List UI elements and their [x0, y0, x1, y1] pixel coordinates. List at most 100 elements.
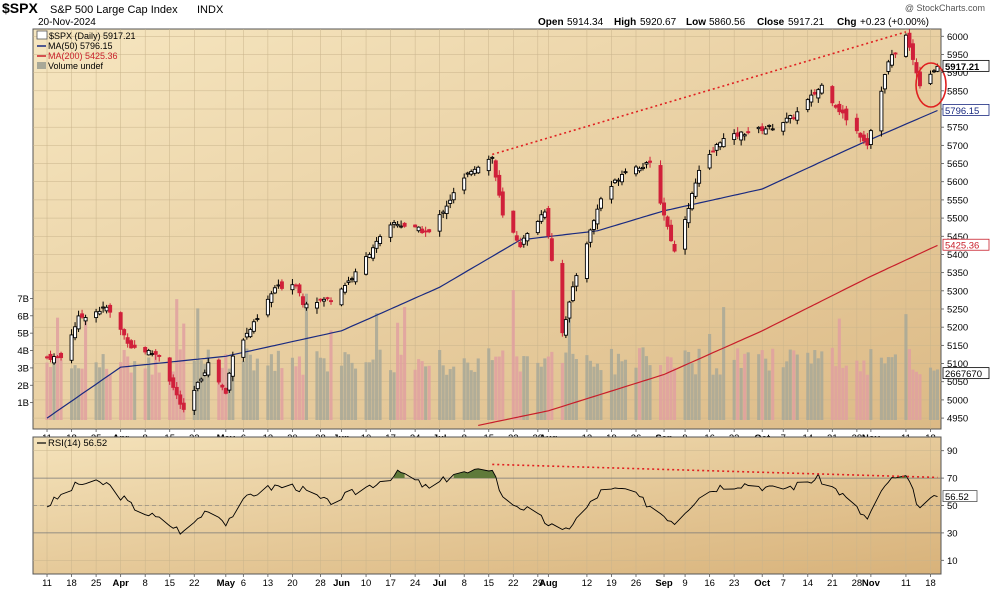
volume-bar	[536, 362, 540, 420]
volume-bar	[588, 360, 592, 420]
candle-body	[374, 240, 379, 249]
candle-body	[462, 177, 467, 191]
x-tick-label: 15	[164, 578, 175, 589]
x-axis-rsi: 11 18 25 Apr 8 15 22 May 6 13 20 28 Jun 10 17 24 Jul 8 15 2…	[42, 574, 936, 589]
candle-body	[97, 310, 102, 315]
price-tick-label: 5150	[947, 341, 968, 352]
candle-body	[928, 73, 933, 85]
high-label: High	[614, 17, 636, 28]
ohlc-summary: Open 5914.34 High 5920.67 Low 5860.56 Cl…	[538, 17, 929, 28]
x-tick-label: 29	[533, 578, 544, 589]
price-tick-label: 5900	[947, 68, 968, 79]
volume-bar	[792, 350, 796, 420]
candle-body	[567, 301, 572, 319]
price-trendline-segment	[492, 31, 907, 156]
candle-body	[129, 340, 134, 349]
legend-candle-icon	[36, 30, 48, 40]
volume-bar	[476, 358, 480, 420]
volume-bar	[806, 352, 810, 420]
x-tick-label: Sep	[655, 578, 673, 589]
volume-bar	[269, 354, 273, 420]
candle-body	[542, 211, 547, 218]
volume-bar	[928, 367, 933, 420]
highlight-circle	[915, 62, 947, 108]
candle-body	[300, 296, 305, 305]
volume-bar	[84, 317, 88, 420]
candle-body	[371, 247, 376, 259]
volume-bar	[830, 347, 834, 420]
volume-bar	[171, 371, 175, 420]
x-tick-label: 8	[462, 578, 467, 589]
x-tick-label: 9	[682, 578, 687, 589]
volume-bar	[199, 360, 203, 420]
candle-body	[73, 326, 78, 339]
volume-bar	[294, 366, 298, 420]
volume-bar	[315, 351, 319, 420]
volume-bar	[371, 359, 375, 420]
volume-bar	[346, 354, 351, 420]
last-value-label: 2667670	[945, 369, 982, 380]
volume-bar	[227, 368, 231, 420]
candle-body	[683, 219, 688, 250]
candle-body	[560, 263, 565, 334]
volume-bar	[564, 352, 568, 420]
candle-body	[865, 138, 870, 146]
volume-bar	[736, 348, 740, 420]
volume-bar	[715, 368, 719, 420]
candle-body	[739, 131, 744, 141]
volume-bar	[539, 366, 543, 420]
volume-bar	[746, 352, 750, 420]
candle-body	[781, 122, 786, 132]
legend-price: $SPX (Daily) 5917.21	[49, 31, 136, 41]
volume-bar	[466, 362, 470, 420]
price-legend: $SPX (Daily) 5917.21 MA(50) 5796.15 MA(2…	[36, 30, 136, 71]
rsi-legend: RSI(14) 56.52	[37, 438, 107, 449]
price-tick-label: 5200	[947, 323, 968, 334]
volume-bar	[280, 368, 284, 420]
volume-bar	[869, 349, 873, 420]
low-value: 5860.56	[709, 17, 746, 28]
volume-bar	[687, 351, 691, 420]
volume-bar	[56, 317, 60, 420]
volume-bar	[497, 356, 501, 420]
candle-body	[812, 92, 817, 95]
candle-body	[388, 224, 393, 238]
chg-label: Chg	[837, 17, 856, 28]
volume-bar	[147, 357, 151, 420]
candle-body	[153, 351, 158, 355]
volume-bar	[203, 364, 207, 420]
volume-bar	[879, 357, 883, 420]
volume-bar	[94, 362, 98, 420]
x-tick-label: 13	[263, 578, 274, 589]
price-tick-label: 5300	[947, 286, 968, 297]
volume-bar	[487, 348, 491, 420]
volume-bar	[820, 351, 824, 420]
candle-body	[216, 359, 221, 383]
candle-body	[714, 144, 719, 151]
x-tick-label: 24	[410, 578, 421, 589]
candle-body	[868, 130, 873, 146]
volume-bar	[98, 367, 102, 420]
volume-bar	[690, 363, 694, 420]
price-tick-label: 5250	[947, 305, 968, 316]
low-label: Low	[686, 17, 706, 28]
candle-body	[125, 337, 130, 344]
candle-body	[314, 302, 319, 309]
volume-bar	[722, 307, 726, 420]
volume-bar	[231, 374, 235, 420]
rsi-tick-label: 50	[947, 501, 958, 512]
candle-body	[882, 74, 887, 90]
volume-bars	[45, 290, 940, 420]
volume-bar	[918, 374, 922, 420]
candle-body	[879, 90, 884, 132]
volume-bar	[560, 362, 564, 420]
candle-body	[413, 224, 418, 228]
volume-bar	[683, 350, 687, 420]
candle-body	[539, 214, 544, 222]
volume-bar	[206, 349, 210, 420]
candle-body	[889, 54, 894, 66]
volume-bar	[834, 366, 838, 420]
open-label: Open	[538, 17, 564, 28]
volume-bar	[325, 371, 330, 420]
